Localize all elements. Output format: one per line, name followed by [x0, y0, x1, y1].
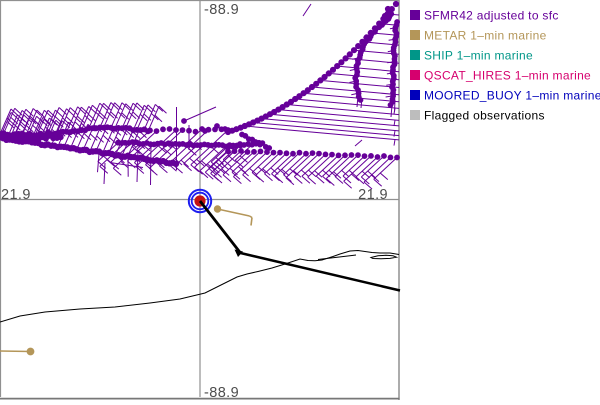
svg-text:SFMR42 adjusted to sfc: SFMR42 adjusted to sfc: [424, 9, 559, 23]
svg-text:Flagged observations: Flagged observations: [424, 109, 545, 123]
svg-text:21.9: 21.9: [1, 187, 31, 203]
svg-text:21.9: 21.9: [358, 187, 388, 203]
svg-text:SHIP 1–min marine: SHIP 1–min marine: [424, 49, 533, 63]
svg-text:QSCAT_HIRES 1–min marine: QSCAT_HIRES 1–min marine: [424, 69, 591, 83]
svg-text:-88.9: -88.9: [204, 2, 239, 18]
svg-text:MOORED_BUOY 1–min marine: MOORED_BUOY 1–min marine: [424, 89, 600, 103]
svg-text:-88.9: -88.9: [204, 385, 239, 400]
svg-text:METAR 1–min marine: METAR 1–min marine: [424, 29, 547, 43]
